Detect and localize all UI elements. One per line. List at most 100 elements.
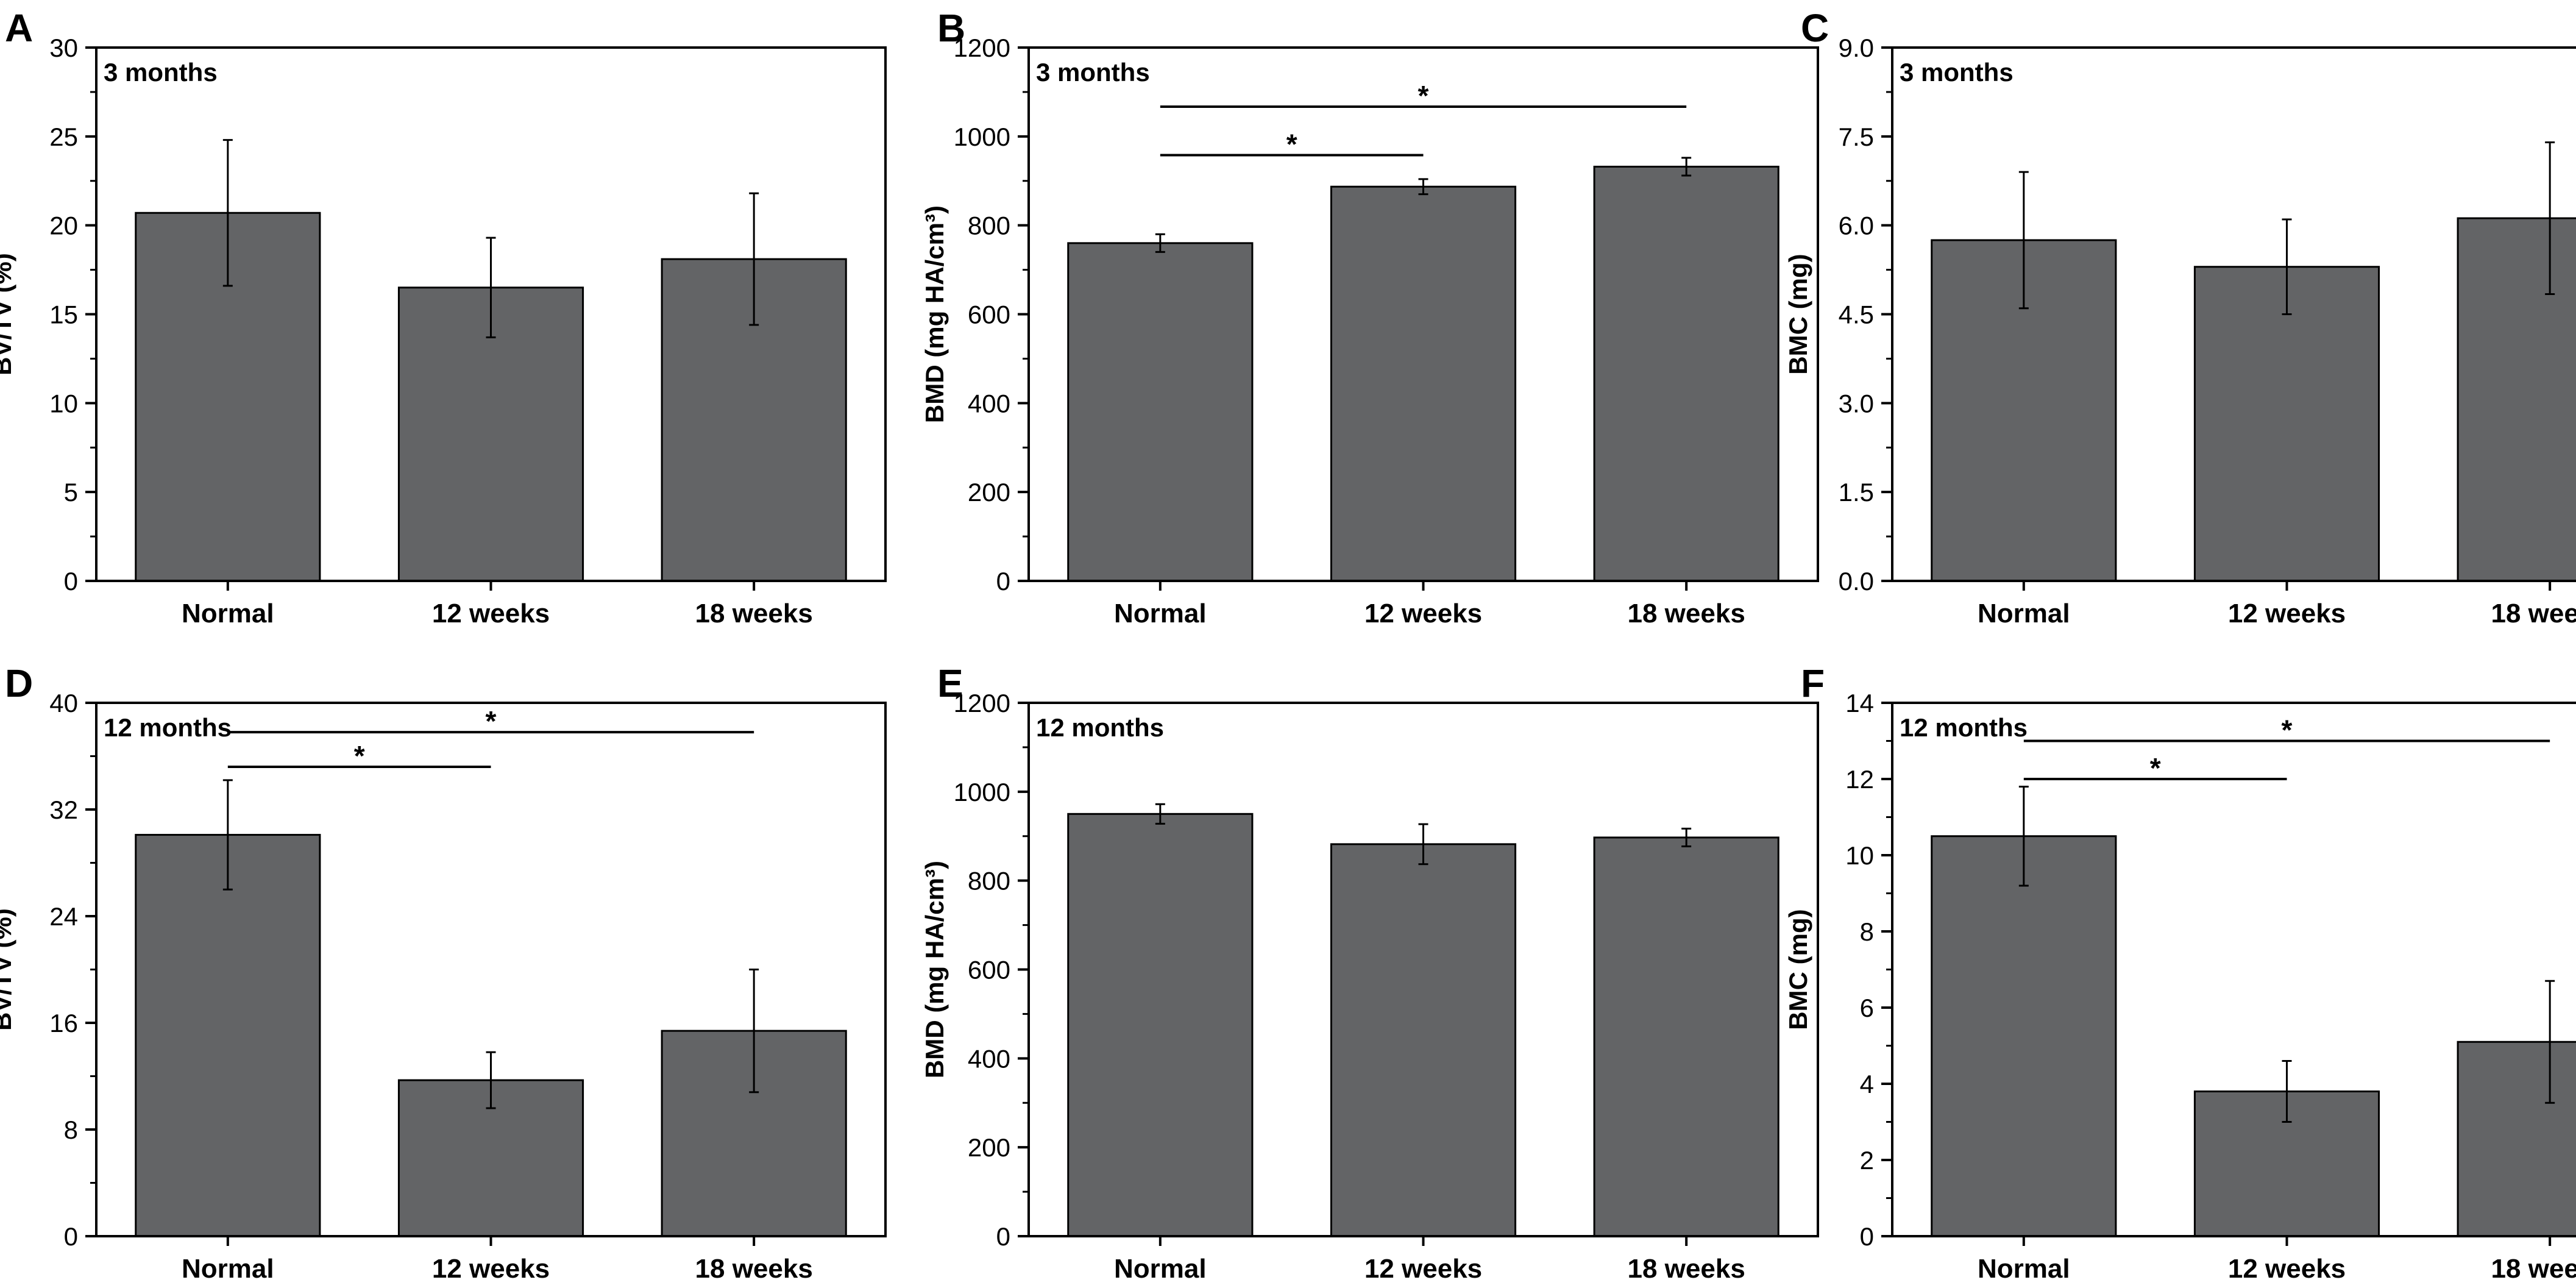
y-axis-label: BMD (mg HA/cm³) (920, 861, 949, 1078)
y-tick-label: 25 (49, 123, 78, 151)
y-tick-label: 9.0 (1839, 34, 1874, 62)
y-tick-label: 0 (64, 1222, 78, 1251)
significance-bracket: * (2023, 714, 2550, 746)
y-tick-label: 400 (968, 1044, 1010, 1073)
y-tick-label: 12 (1845, 765, 1874, 794)
y-tick-label: 1200 (954, 689, 1010, 717)
panel-letter: D (5, 661, 33, 705)
y-axis-label: BMC (mg) (1784, 909, 1812, 1030)
annotation-label: 3 months (1036, 58, 1150, 87)
x-tick-label: Normal (1978, 1254, 2070, 1284)
y-axis-label: BV/TV (%) (0, 253, 16, 375)
y-tick-label: 1000 (954, 123, 1010, 151)
significance-star: * (2282, 714, 2293, 746)
y-tick-label: 7.5 (1839, 123, 1874, 151)
bar (1931, 835, 2117, 1237)
error-bar (1681, 157, 1692, 177)
chart-panel-f: F 0 2 4 6 8 10 12 14 Normal 12 weeks 18 weeks BMC (m… (1784, 661, 2576, 1284)
bar (2457, 217, 2576, 582)
bar (2457, 1041, 2576, 1237)
y-tick-label: 200 (968, 1133, 1010, 1162)
annotation-label: 12 months (104, 713, 232, 742)
bar (1330, 185, 1517, 582)
panel-letter: B (937, 6, 965, 50)
significance-bracket: * (2023, 752, 2287, 784)
chart-panel-e: E 0 200 400 600 800 1000 1200 Normal 12 weeks 18 w… (920, 661, 1819, 1284)
error-bar (486, 1051, 496, 1109)
error-bar (1155, 233, 1165, 253)
y-tick-label: 800 (968, 867, 1010, 895)
x-tick-label: 12 weeks (1364, 1254, 1482, 1284)
x-tick-label: 18 weeks (1628, 1254, 1745, 1284)
x-tick-label: 12 weeks (2228, 599, 2346, 628)
y-tick-label: 1200 (954, 34, 1010, 62)
x-tick-label: 18 weeks (1628, 599, 1745, 628)
y-tick-label: 4 (1860, 1070, 1874, 1098)
panel-letter: C (1801, 6, 1829, 50)
error-bar (1418, 823, 1428, 866)
error-bar (749, 969, 759, 1094)
bar (2193, 266, 2380, 582)
error-bar (1681, 827, 1692, 848)
y-tick-label: 8 (64, 1115, 78, 1144)
x-tick-label: Normal (1114, 599, 1207, 628)
significance-bracket: * (227, 705, 754, 737)
x-tick-label: 12 weeks (2228, 1254, 2346, 1284)
x-tick-label: 12 weeks (432, 1254, 550, 1284)
y-tick-label: 0 (64, 567, 78, 596)
y-axis-label: BV/TV (%) (0, 908, 16, 1031)
bar (1593, 165, 1779, 582)
panel-letter: F (1801, 661, 1825, 705)
y-tick-label: 10 (1845, 841, 1874, 870)
significance-star: * (1286, 128, 1297, 160)
x-tick-label: 18 weeks (2491, 599, 2576, 628)
y-tick-label: 200 (968, 478, 1010, 507)
y-tick-label: 4.5 (1839, 301, 1874, 329)
y-tick-label: 1.5 (1839, 478, 1874, 507)
y-axis-label: BMD (mg HA/cm³) (920, 205, 949, 423)
annotation-label: 12 months (1036, 713, 1164, 742)
y-tick-label: 0 (996, 1222, 1010, 1251)
annotation-label: 3 months (104, 58, 218, 87)
y-tick-label: 2 (1860, 1146, 1874, 1175)
x-tick-label: 12 weeks (1364, 599, 1482, 628)
y-tick-label: 20 (49, 212, 78, 240)
y-tick-label: 3.0 (1839, 389, 1874, 418)
y-tick-label: 24 (49, 902, 78, 931)
chart-panel-b: B 0 200 400 600 800 1000 1200 Normal 12 weeks 18 w… (920, 6, 1819, 628)
x-tick-label: 18 weeks (695, 1254, 813, 1284)
x-tick-label: Normal (182, 599, 274, 628)
y-tick-label: 0.0 (1839, 567, 1874, 596)
x-tick-label: 12 weeks (432, 599, 550, 628)
bar (1067, 242, 1254, 582)
error-bar (2018, 171, 2029, 310)
y-tick-label: 0 (1860, 1222, 1874, 1251)
chart-panel-d: D 0 8 16 24 32 40 Normal 12 weeks 18 weeks BV/TV (… (0, 661, 887, 1284)
chart-panel-c: C 0.0 1.5 3.0 4.5 6.0 7.5 9.0 Normal 12 weeks 18 w… (1784, 6, 2576, 628)
significance-star: * (1418, 80, 1429, 112)
y-axis-label: BMC (mg) (1784, 254, 1812, 374)
bar (1067, 813, 1254, 1237)
x-tick-label: Normal (182, 1254, 274, 1284)
y-tick-label: 30 (49, 34, 78, 62)
error-bar (2282, 218, 2292, 315)
significance-star: * (354, 740, 365, 772)
y-tick-label: 1000 (954, 778, 1010, 806)
error-bar (2545, 141, 2555, 295)
y-tick-label: 600 (968, 301, 1010, 329)
y-tick-label: 5 (64, 478, 78, 507)
significance-star: * (2150, 752, 2161, 784)
y-tick-label: 6 (1860, 994, 1874, 1022)
y-tick-label: 8 (1860, 917, 1874, 946)
y-tick-label: 16 (49, 1009, 78, 1037)
significance-bracket: * (1160, 128, 1424, 160)
y-tick-label: 14 (1845, 689, 1874, 717)
y-tick-label: 6.0 (1839, 212, 1874, 240)
error-bar (2018, 786, 2029, 887)
bar (1593, 836, 1779, 1237)
error-bar (2282, 1060, 2292, 1123)
error-bar (222, 779, 233, 891)
annotation-label: 3 months (1900, 58, 2014, 87)
significance-bracket: * (227, 740, 491, 772)
